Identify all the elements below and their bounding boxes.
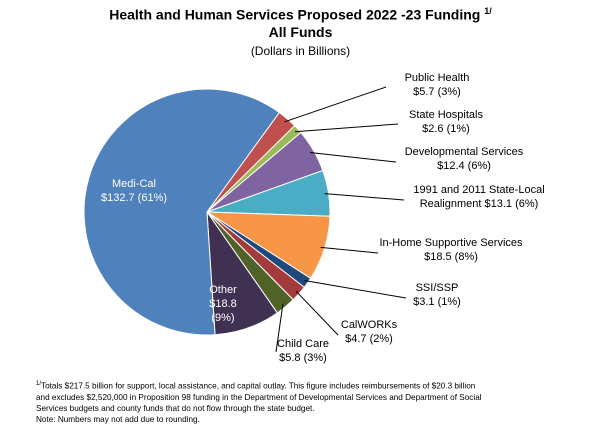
label-ihss-name: In-Home Supportive Services: [379, 237, 523, 249]
label-calworks-name: CalWORKs: [341, 319, 398, 331]
chart-title: Health and Human Services Proposed 2022 …: [109, 6, 492, 23]
label-other-percent: (9%): [211, 312, 234, 324]
label-state-hospitals-name: State Hospitals: [409, 109, 483, 121]
label-medi-cal-name: Medi-Cal: [112, 178, 156, 190]
leader-line-public-health: [284, 86, 387, 123]
leader-line-child-care: [275, 303, 284, 353]
footnote-line3: Services budgets and county funds that d…: [36, 403, 315, 413]
label-state-hospitals-amount: $2.6 (1%): [422, 123, 470, 135]
label-other-amount: $18.8: [209, 298, 237, 310]
label-other-name: Other: [209, 284, 237, 296]
label-realignment-name: 1991 and 2011 State-Local: [413, 184, 544, 196]
label-ihss-amount: $18.5 (8%): [424, 251, 478, 263]
pie-slice-medi-cal: [83, 88, 280, 336]
label-ssi-amount: $3.1 (1%): [413, 296, 461, 308]
title-footnote-marker: 1/: [484, 6, 492, 16]
label-calworks-amount: $4.7 (2%): [345, 333, 393, 345]
leader-line-ssi-ssp: [304, 280, 407, 299]
label-developmental-services-amount: $12.4 (6%): [437, 160, 491, 172]
footnote-marker: 1/: [36, 381, 42, 387]
label-public-health-name: Public Health: [405, 72, 470, 84]
leader-lines: [275, 86, 407, 353]
label-realignment-amount: Realignment $13.1 (6%): [420, 198, 539, 210]
footnote-note: Note: Numbers may not add due to roundin…: [36, 414, 200, 424]
label-child-care-name: Child Care: [277, 338, 329, 350]
label-ssi-name: SSI/SSP: [416, 282, 459, 294]
leader-line-calworks: [295, 290, 339, 336]
footnote-line2: and excludes $2,520,000 in Proposition 9…: [36, 392, 482, 402]
pie-slices: [83, 88, 331, 336]
chart-title-line2: All Funds: [268, 24, 333, 40]
label-child-care-amount: $5.8 (3%): [279, 352, 327, 364]
leader-line-1991-and-2011-state-local-realignment: [324, 193, 405, 201]
chart-subtitle: (Dollars in Billions): [250, 44, 351, 58]
leader-line-developmental-services: [310, 152, 397, 163]
leader-line-in-home-supportive-services: [320, 246, 379, 254]
leader-line-state-hospitals: [294, 123, 399, 133]
label-medi-cal-amount: $132.7 (61%): [101, 192, 167, 204]
label-public-health-amount: $5.7 (3%): [413, 86, 461, 98]
label-developmental-services-name: Developmental Services: [405, 146, 524, 158]
footnote: 1/Totals $217.5 billion for support, loc…: [36, 379, 576, 425]
footnote-line1: 1/Totals $217.5 billion for support, loc…: [36, 381, 476, 391]
